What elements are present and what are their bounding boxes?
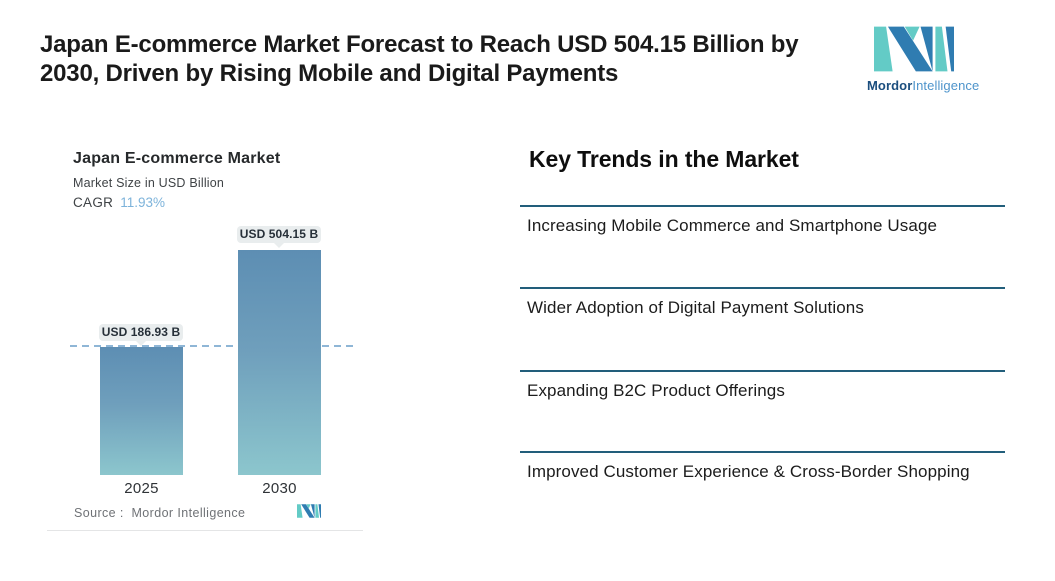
chart-cagr: CAGR 11.93% xyxy=(73,195,165,210)
page-title-line-2: 2030, Driven by Rising Mobile and Digita… xyxy=(40,60,619,87)
chart-title: Japan E-commerce Market xyxy=(73,150,281,167)
trend-item-label: Improved Customer Experience & Cross-Bor… xyxy=(527,462,970,481)
cagr-label: CAGR xyxy=(73,195,114,210)
trend-item: Wider Adoption of Digital Payment Soluti… xyxy=(520,287,1005,318)
trend-item-label: Wider Adoption of Digital Payment Soluti… xyxy=(527,298,864,317)
bar-value-badge-2025: USD 186.93 B xyxy=(99,324,183,346)
bar-2030 xyxy=(238,250,321,475)
card-bottom-divider xyxy=(47,530,363,531)
brand-wordmark: MordorIntelligence xyxy=(867,78,987,93)
trend-item: Improved Customer Experience & Cross-Bor… xyxy=(520,451,1005,482)
chart-source: Source : Mordor Intelligence xyxy=(74,506,246,520)
mordor-logo-small-icon xyxy=(297,504,321,518)
bar-2025 xyxy=(100,347,183,475)
chart-subtitle: Market Size in USD Billion xyxy=(73,176,225,190)
reference-dashed-line xyxy=(70,345,353,347)
trend-item: Expanding B2C Product Offerings xyxy=(520,370,1005,401)
mordor-logo-icon xyxy=(874,26,954,72)
page-title-line-1: Japan E-commerce Market Forecast to Reac… xyxy=(40,31,799,58)
trend-item-label: Expanding B2C Product Offerings xyxy=(527,381,785,400)
x-axis-label-2030: 2030 xyxy=(262,480,297,497)
x-axis-label-2025: 2025 xyxy=(124,480,159,497)
trend-item: Increasing Mobile Commerce and Smartphon… xyxy=(520,205,1005,236)
page-title: Japan E-commerce Market Forecast to Reac… xyxy=(40,30,799,88)
trends-heading: Key Trends in the Market xyxy=(529,146,799,172)
brand-logo: MordorIntelligence xyxy=(867,25,987,93)
cagr-value: 11.93% xyxy=(120,195,166,210)
trend-item-label: Increasing Mobile Commerce and Smartphon… xyxy=(527,216,938,235)
bar-value-badge-2030: USD 504.15 B xyxy=(237,226,321,248)
brand-name-mordor: Mordor xyxy=(867,78,913,93)
brand-name-intelligence: Intelligence xyxy=(912,78,980,93)
